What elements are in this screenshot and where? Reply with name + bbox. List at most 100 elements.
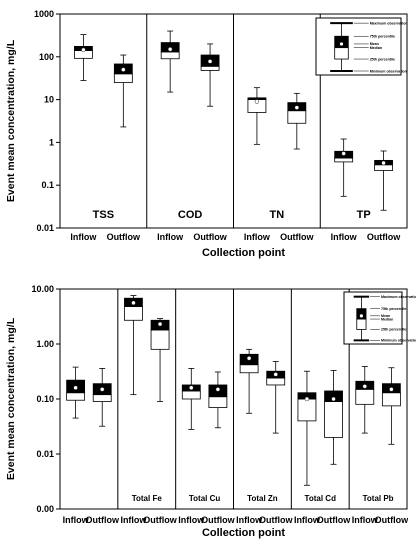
box-lower — [266, 377, 286, 386]
mean-marker — [389, 387, 394, 392]
box-lower — [297, 398, 317, 422]
legend-box-lower — [356, 318, 367, 330]
mean-marker — [341, 151, 346, 156]
mean-marker — [331, 396, 336, 402]
category-label: Inflow — [157, 232, 184, 242]
legend: Maximum observation 75th percentile MeanMe… — [343, 291, 416, 345]
category-label: Inflow — [294, 515, 321, 525]
group-label: TP — [357, 209, 371, 221]
category-label: Outflow — [193, 232, 227, 242]
mean-marker — [81, 47, 86, 53]
box-lower — [239, 364, 259, 374]
mean-marker — [157, 321, 163, 327]
box-total-pb-outflow — [381, 367, 401, 445]
box-lower — [287, 110, 307, 124]
y-tick-label: 100 — [39, 52, 54, 62]
legend-entry: Maximum observation — [370, 21, 408, 25]
y-tick-label: 1 — [49, 137, 54, 147]
category-label: Inflow — [63, 515, 90, 525]
box-total-cd-outflow — [324, 370, 343, 465]
box-lower — [150, 329, 170, 350]
box-total-zn-outflow — [266, 361, 286, 434]
box-cod-outflow — [200, 43, 220, 107]
x-axis-label: Collection point — [202, 247, 285, 259]
legend-entry: Minimum observation — [381, 339, 416, 343]
legend-entry: Median — [370, 46, 382, 50]
mean-marker — [273, 372, 278, 377]
box-group-1-outflow — [92, 368, 112, 427]
box-lower — [355, 388, 375, 405]
legend-entry: Mean — [370, 42, 379, 46]
chart-1: 0.01 0.1 1 10 100 1000 Event mean concentratio… — [5, 9, 408, 259]
group-label: Total Zn — [247, 494, 278, 503]
legend-frame — [343, 291, 403, 345]
group-label: TN — [270, 209, 285, 221]
box-total-fe-outflow — [150, 318, 170, 402]
category-label: Inflow — [178, 515, 205, 525]
mean-marker — [167, 47, 173, 52]
box-cod-inflow — [160, 30, 180, 93]
box-lower — [66, 392, 86, 401]
mean-marker — [207, 59, 213, 64]
legend-box-upper — [356, 308, 367, 320]
box-total-cu-outflow — [208, 371, 228, 429]
category-label: Outflow — [259, 515, 293, 525]
category-label: Outflow — [107, 232, 141, 242]
category-label: Inflow — [331, 232, 358, 242]
mean-marker — [215, 387, 221, 392]
box-lower — [160, 51, 180, 60]
box-tn-outflow — [287, 92, 307, 150]
y-tick-label: 0.1 — [41, 180, 54, 190]
box-total-fe-inflow — [124, 295, 143, 396]
box-tss-outflow — [113, 54, 133, 128]
category-label: Outflow — [280, 232, 314, 242]
mean-marker — [189, 385, 194, 390]
y-tick-label: 1.00 — [36, 339, 54, 349]
group-label: COD — [178, 209, 203, 221]
legend-entry: 25th percentile — [370, 57, 395, 61]
legend-entry: 75th percentile — [370, 35, 395, 39]
box-lower — [374, 164, 393, 171]
legend-mean-marker — [359, 314, 363, 318]
y-tick-label: 0.01 — [36, 449, 54, 459]
box-lower — [200, 65, 220, 71]
mean-marker — [381, 160, 386, 166]
y-tick-label: 0.00 — [36, 504, 54, 514]
group-label: Total Fe — [132, 494, 163, 503]
box-total-cu-inflow — [181, 368, 201, 430]
box-tp-inflow — [334, 138, 354, 197]
box-lower — [324, 401, 343, 438]
legend-entry: 75th percentile — [381, 307, 406, 311]
category-label: Inflow — [244, 232, 271, 242]
box-tss-inflow — [74, 34, 93, 81]
group-label: TSS — [93, 209, 114, 221]
category-label: Inflow — [236, 515, 263, 525]
legend-entry: Mean — [381, 314, 390, 318]
y-tick-label: 0.10 — [36, 394, 54, 404]
mean-marker — [362, 384, 367, 389]
y-tick-label: 0.01 — [36, 223, 54, 233]
y-tick-label: 1000 — [34, 9, 54, 19]
box-lower — [381, 392, 401, 407]
box-lower — [124, 306, 143, 321]
legend-box-lower — [334, 47, 349, 60]
legend: Maximum observation 75th percentile MeanMe… — [315, 17, 408, 76]
group-label: Total Cd — [305, 494, 337, 503]
box-total-pb-inflow — [355, 366, 375, 434]
box-lower — [113, 73, 133, 83]
mean-marker — [100, 387, 105, 392]
category-label: Inflow — [120, 515, 147, 525]
box-upper — [247, 97, 267, 100]
category-label: Outflow — [143, 515, 177, 525]
group-label: Total Pb — [363, 494, 394, 503]
mean-marker — [304, 396, 310, 402]
legend-entry: 25th percentile — [381, 328, 406, 332]
y-axis-label: Event mean concentration, mg/L — [5, 39, 17, 202]
legend-entry: Minimum observation — [370, 69, 407, 73]
chart-2: 0.00 0.01 0.10 1.00 10.00 Event mean concentr… — [5, 284, 416, 539]
mean-marker — [131, 300, 136, 306]
box-tp-outflow — [374, 150, 393, 211]
category-label: Outflow — [375, 515, 409, 525]
category-label: Outflow — [367, 232, 401, 242]
